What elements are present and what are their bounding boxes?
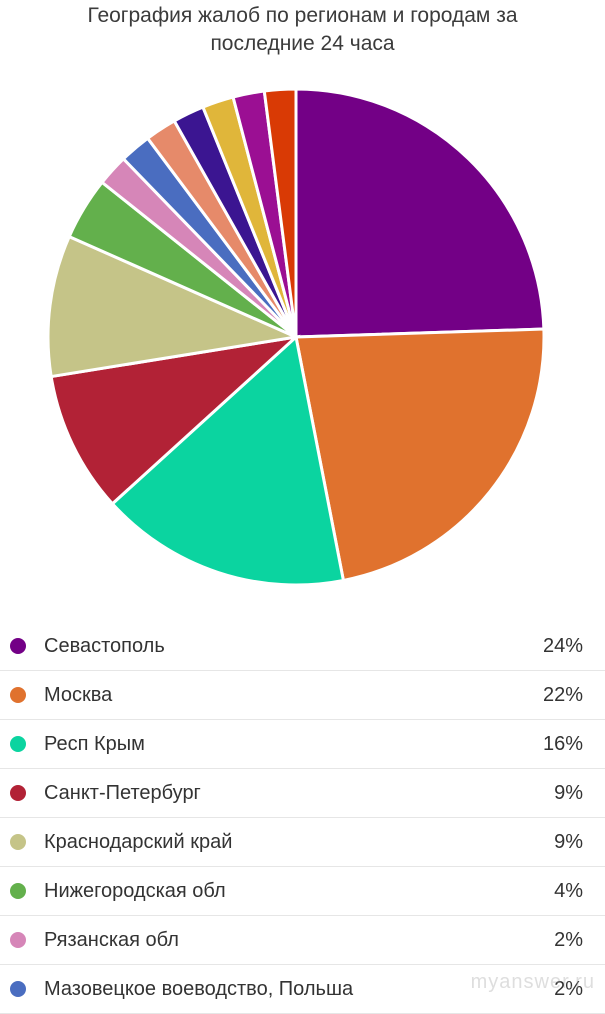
legend-value: 22%	[542, 683, 583, 706]
pie-slice-12[interactable]	[262, 87, 298, 338]
chart-title: География жалоб по регионам и городам за…	[0, 2, 605, 58]
legend-marker	[10, 638, 26, 654]
legend-label: Санкт-Петербург	[44, 781, 201, 804]
legend-item[interactable]: Москва 22%	[0, 671, 605, 720]
legend-value: 9%	[554, 781, 583, 804]
legend-item[interactable]: Респ Крым 16%	[0, 720, 605, 769]
legend-value: 2%	[554, 977, 583, 1000]
legend-value: 9%	[554, 830, 583, 853]
legend-marker	[10, 785, 26, 801]
pie-chart	[46, 87, 546, 587]
pie-slice-1[interactable]	[294, 327, 546, 583]
pie-slice-3[interactable]	[49, 334, 301, 506]
legend-label: Москва	[44, 683, 113, 706]
pie-slice-2[interactable]	[110, 334, 346, 587]
legend-marker	[10, 883, 26, 899]
legend-marker	[10, 834, 26, 850]
watermark: myanswer.ru	[470, 971, 595, 993]
chart-title-line-1: География жалоб по регионам и городам за	[87, 4, 518, 27]
legend-label: Респ Крым	[44, 732, 145, 755]
legend-label: Севастополь	[44, 634, 165, 657]
legend-item[interactable]: Краснодарский край 9%	[0, 818, 605, 867]
legend-marker	[10, 981, 26, 997]
legend-item[interactable]: Рязанская обл 2%	[0, 916, 605, 965]
legend-marker	[10, 736, 26, 752]
legend-label: Рязанская обл	[44, 928, 179, 951]
chart-title-line-2: последние 24 часа	[210, 32, 395, 55]
legend-value: 4%	[554, 879, 583, 902]
legend-value: 24%	[542, 634, 583, 657]
legend-marker	[10, 687, 26, 703]
legend-label: Мазовецкое воеводство, Польша	[44, 977, 354, 1000]
legend-item[interactable]: Санкт-Петербург 9%	[0, 769, 605, 818]
legend-label: Краснодарский край	[44, 830, 233, 853]
legend-marker	[10, 932, 26, 948]
pie-slice-0[interactable]	[294, 87, 546, 339]
legend-item[interactable]: Мазовецкое воеводство, Польша 2%	[0, 965, 605, 1014]
legend-label: Нижегородская обл	[44, 879, 226, 902]
legend-value: 2%	[554, 928, 583, 951]
legend-value: 16%	[542, 732, 583, 755]
pie-slice-4[interactable]	[46, 234, 302, 379]
legend-item[interactable]: Севастополь 24%	[0, 622, 605, 671]
legend: Севастополь 24% Москва 22% Респ Крым 16% Санкт…	[0, 622, 605, 1014]
legend-item[interactable]: Нижегородская обл 4%	[0, 867, 605, 916]
